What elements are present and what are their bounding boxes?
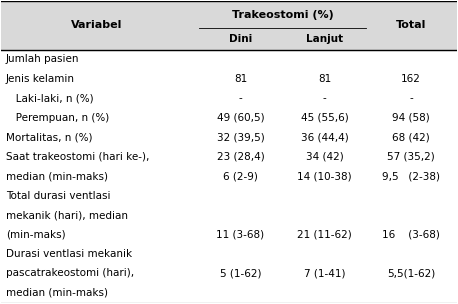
- Text: pascatrakeostomi (hari),: pascatrakeostomi (hari),: [6, 268, 134, 278]
- Text: 9,5   (2-38): 9,5 (2-38): [382, 171, 440, 181]
- Text: 7 (1-41): 7 (1-41): [304, 268, 345, 278]
- Text: 16    (3-68): 16 (3-68): [382, 230, 440, 240]
- Text: mekanik (hari), median: mekanik (hari), median: [6, 210, 128, 220]
- Text: 14 (10-38): 14 (10-38): [297, 171, 352, 181]
- Text: 5 (1-62): 5 (1-62): [220, 268, 261, 278]
- Text: 36 (44,4): 36 (44,4): [301, 132, 349, 142]
- Text: 68 (42): 68 (42): [392, 132, 430, 142]
- Text: Lanjut: Lanjut: [306, 34, 343, 44]
- Text: (min-maks): (min-maks): [6, 230, 65, 240]
- Text: Dini: Dini: [229, 34, 252, 44]
- Text: 6 (2-9): 6 (2-9): [223, 171, 258, 181]
- Text: 11 (3-68): 11 (3-68): [216, 230, 264, 240]
- Text: 21 (11-62): 21 (11-62): [297, 230, 352, 240]
- Text: Jumlah pasien: Jumlah pasien: [6, 54, 79, 64]
- Text: Total: Total: [396, 20, 426, 30]
- Text: Mortalitas, n (%): Mortalitas, n (%): [6, 132, 93, 142]
- Text: 23 (28,4): 23 (28,4): [217, 152, 264, 162]
- Text: 94 (58): 94 (58): [392, 113, 430, 123]
- Text: 57 (35,2): 57 (35,2): [387, 152, 435, 162]
- Text: Saat trakeostomi (hari ke-),: Saat trakeostomi (hari ke-),: [6, 152, 149, 162]
- Text: Laki-laki, n (%): Laki-laki, n (%): [6, 93, 93, 103]
- Bar: [1, 2, 457, 50]
- Text: 81: 81: [318, 74, 331, 84]
- Text: 32 (39,5): 32 (39,5): [217, 132, 264, 142]
- Text: 34 (42): 34 (42): [306, 152, 344, 162]
- Text: Trakeostomi (%): Trakeostomi (%): [232, 10, 333, 20]
- Text: Jenis kelamin: Jenis kelamin: [6, 74, 75, 84]
- Text: 45 (55,6): 45 (55,6): [301, 113, 349, 123]
- Text: -: -: [239, 93, 242, 103]
- Text: Durasi ventlasi mekanik: Durasi ventlasi mekanik: [6, 249, 132, 259]
- Text: -: -: [409, 93, 413, 103]
- Text: Variabel: Variabel: [71, 20, 123, 30]
- Text: 5,5(1-62): 5,5(1-62): [387, 268, 435, 278]
- Text: 81: 81: [234, 74, 247, 84]
- Text: median (min-maks): median (min-maks): [6, 288, 108, 298]
- Text: 49 (60,5): 49 (60,5): [217, 113, 264, 123]
- Text: Total durasi ventlasi: Total durasi ventlasi: [6, 191, 110, 201]
- Text: Perempuan, n (%): Perempuan, n (%): [6, 113, 109, 123]
- Text: -: -: [323, 93, 327, 103]
- Text: median (min-maks): median (min-maks): [6, 171, 108, 181]
- Text: 162: 162: [401, 74, 421, 84]
